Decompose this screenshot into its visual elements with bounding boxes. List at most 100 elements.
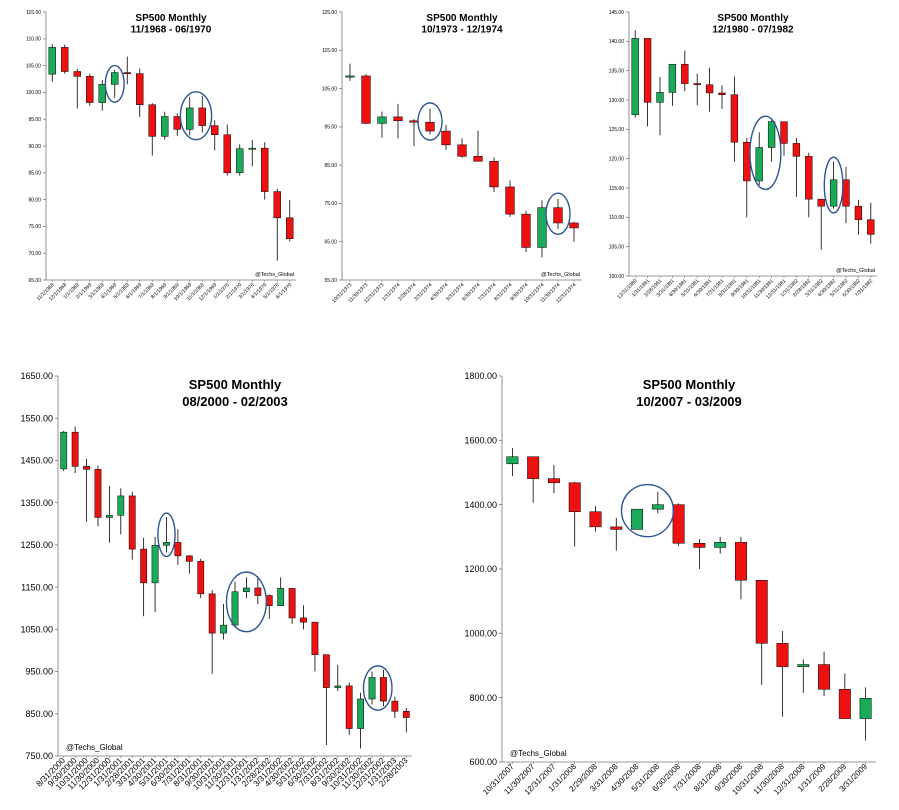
candle-up <box>163 542 170 546</box>
y-tick-label: 1050.00 <box>20 624 53 634</box>
y-tick-label: 85.00 <box>324 163 337 169</box>
candle-down <box>94 469 102 518</box>
candle-down <box>380 677 387 702</box>
y-tick-label: 105.00 <box>322 86 338 92</box>
candle-down <box>854 205 863 220</box>
candle-down <box>197 561 205 595</box>
y-tick-label: 65.00 <box>28 278 41 284</box>
candle-down <box>128 495 136 550</box>
y-tick-label: 1550.00 <box>20 413 53 423</box>
chart-2007: SP500 Monthly 10/2007 - 03/2009 1800.00 160… <box>460 352 899 810</box>
y-tick-label: 120.00 <box>609 156 625 162</box>
candle-down <box>173 116 181 130</box>
candle-up <box>829 179 838 207</box>
y-tick-label: 950.00 <box>25 667 53 677</box>
highlight-circle <box>362 665 393 711</box>
chart-title: SP500 Monthly <box>135 13 207 24</box>
candle-up <box>506 456 519 465</box>
y-tick-label: 55.00 <box>324 278 337 284</box>
y-tick-label: 1350.00 <box>20 498 53 508</box>
y-tick-label: 600.00 <box>469 757 497 767</box>
candle-up <box>117 495 125 516</box>
y-tick-label: 70.00 <box>28 251 41 257</box>
candle-down <box>300 617 307 623</box>
y-tick-label: 90.00 <box>28 144 41 150</box>
candle-down <box>148 104 156 137</box>
chart-subtitle: 10/1973 - 12/1974 <box>421 25 503 36</box>
candle-down <box>792 143 801 157</box>
candle-down <box>457 144 467 157</box>
y-tick-label: 1650.00 <box>20 371 53 381</box>
candle-down <box>123 72 131 75</box>
watermark: @Techs_Global <box>510 749 567 758</box>
candle-up <box>98 84 106 103</box>
candle-up <box>186 107 194 130</box>
candle-up <box>60 431 68 470</box>
y-tick-label: 115.00 <box>26 10 41 16</box>
candle-down <box>568 482 581 512</box>
y-tick-label: 140.00 <box>609 39 625 45</box>
y-tick-label: 95.00 <box>28 117 41 123</box>
candle-down <box>776 643 789 668</box>
chart-subtitle: 10/2007 - 03/2009 <box>636 394 742 409</box>
y-tick-label: 65.00 <box>324 239 337 245</box>
highlight-circle <box>823 156 844 214</box>
y-tick-label: 750.00 <box>25 751 53 761</box>
candle-up <box>767 121 776 148</box>
y-tick-label: 1800.00 <box>464 371 497 381</box>
candle-down <box>734 542 747 581</box>
y-tick-label: 1250.00 <box>20 540 53 550</box>
candle-down <box>174 542 182 557</box>
candle-down <box>718 92 726 95</box>
chart-1968: SP500 Monthly 11/1968 - 06/1970 115.00 110.… <box>0 0 300 310</box>
chart-title: SP500 Monthly <box>717 13 789 24</box>
candle-down <box>610 526 623 530</box>
candle-up <box>631 38 639 115</box>
candle-up <box>48 47 56 75</box>
y-tick-label: 1400.00 <box>464 500 497 510</box>
candle-up <box>220 624 227 634</box>
candle-down <box>402 710 410 718</box>
candle-down <box>589 511 602 528</box>
candle-down <box>322 654 330 688</box>
highlight-circle <box>225 571 268 633</box>
candle-down <box>223 134 231 174</box>
y-tick-label: 115.00 <box>609 186 624 192</box>
candle-down <box>705 84 714 94</box>
candle-down <box>755 580 768 644</box>
chart-1980: SP500 Monthly 12/1980 - 07/1982 145.00 140.… <box>599 0 899 310</box>
candle-down <box>198 107 206 126</box>
candle-down <box>136 73 144 105</box>
y-tick-label: 1450.00 <box>20 456 53 466</box>
candle-down <box>86 76 94 103</box>
y-tick-label: 110.00 <box>609 215 624 221</box>
y-tick-label: 75.00 <box>324 201 337 207</box>
candle-up <box>797 664 810 668</box>
watermark: @Techs_Global <box>836 268 875 274</box>
candle-down <box>693 543 706 548</box>
candle-up <box>345 75 355 78</box>
highlight-circle <box>104 64 125 103</box>
candle-down <box>261 147 269 192</box>
watermark: @Techs_Global <box>541 272 580 278</box>
candle-down <box>505 186 515 215</box>
candle-down <box>61 47 69 72</box>
y-tick-label: 105.00 <box>609 244 625 250</box>
chart-svg: SP500 Monthly 10/2007 - 03/2009 1800.00 160… <box>464 371 876 797</box>
candle-down <box>818 664 831 690</box>
chart-svg: SP500 Monthly 08/2000 - 02/2003 1650.00 155… <box>20 371 412 792</box>
chart-subtitle: 11/1968 - 06/1970 <box>131 25 212 36</box>
candle-down <box>441 130 451 146</box>
candle-down <box>208 593 216 634</box>
candle-down <box>311 621 319 655</box>
y-tick-label: 125.00 <box>609 127 625 133</box>
candle-up <box>651 504 664 510</box>
y-tick-label: 850.00 <box>25 709 53 719</box>
candle-down <box>521 213 531 248</box>
candle-down <box>553 207 563 224</box>
candle-up <box>334 685 342 688</box>
y-tick-label: 100.00 <box>26 90 42 96</box>
candle-up <box>277 588 285 606</box>
y-tick-label: 105.00 <box>26 63 42 69</box>
